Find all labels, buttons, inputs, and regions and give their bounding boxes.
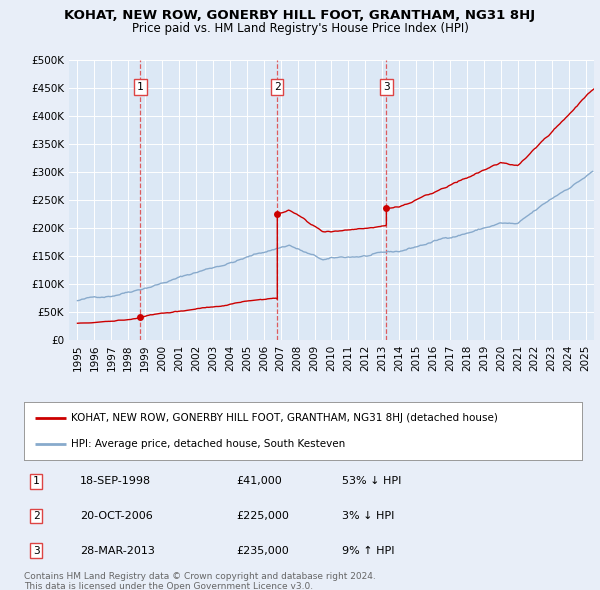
Text: 2: 2 [33,511,40,521]
Text: 9% ↑ HPI: 9% ↑ HPI [342,546,395,556]
Text: 3: 3 [383,82,390,92]
Text: 18-SEP-1998: 18-SEP-1998 [80,477,151,486]
Text: 53% ↓ HPI: 53% ↓ HPI [342,477,401,486]
Text: 2: 2 [274,82,281,92]
Text: £235,000: £235,000 [236,546,289,556]
Text: HPI: Average price, detached house, South Kesteven: HPI: Average price, detached house, Sout… [71,440,346,450]
Text: 28-MAR-2013: 28-MAR-2013 [80,546,155,556]
Text: KOHAT, NEW ROW, GONERBY HILL FOOT, GRANTHAM, NG31 8HJ (detached house): KOHAT, NEW ROW, GONERBY HILL FOOT, GRANT… [71,412,499,422]
Text: 1: 1 [33,477,40,486]
Text: KOHAT, NEW ROW, GONERBY HILL FOOT, GRANTHAM, NG31 8HJ: KOHAT, NEW ROW, GONERBY HILL FOOT, GRANT… [64,9,536,22]
Text: This data is licensed under the Open Government Licence v3.0.: This data is licensed under the Open Gov… [24,582,313,590]
Text: 1: 1 [137,82,144,92]
Text: 20-OCT-2006: 20-OCT-2006 [80,511,152,521]
Text: Contains HM Land Registry data © Crown copyright and database right 2024.: Contains HM Land Registry data © Crown c… [24,572,376,581]
Text: Price paid vs. HM Land Registry's House Price Index (HPI): Price paid vs. HM Land Registry's House … [131,22,469,35]
Text: £41,000: £41,000 [236,477,282,486]
Text: 3% ↓ HPI: 3% ↓ HPI [342,511,394,521]
Text: £225,000: £225,000 [236,511,289,521]
Text: 3: 3 [33,546,40,556]
